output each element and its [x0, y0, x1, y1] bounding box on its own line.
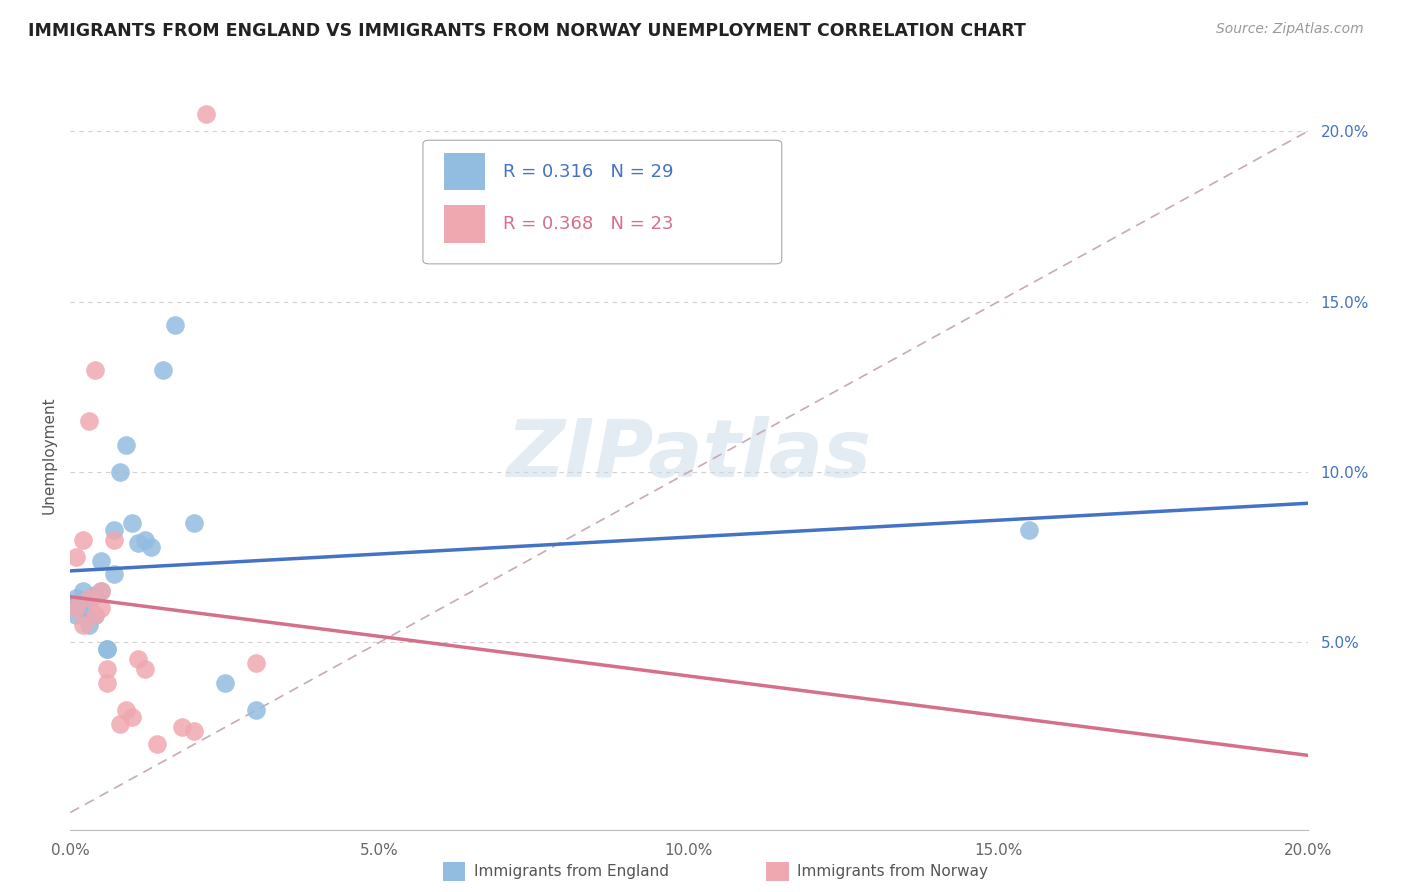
Point — [115, 703, 138, 717]
Point — [108, 465, 131, 479]
Point — [84, 363, 107, 377]
Point — [103, 567, 125, 582]
Point — [121, 516, 143, 530]
Point — [72, 533, 94, 547]
Point — [146, 738, 169, 752]
Point — [121, 710, 143, 724]
Text: Source: ZipAtlas.com: Source: ZipAtlas.com — [1216, 22, 1364, 37]
Point — [103, 523, 125, 537]
Point — [152, 363, 174, 377]
Text: Immigrants from England: Immigrants from England — [474, 864, 669, 879]
Point — [139, 540, 162, 554]
Point — [90, 553, 112, 567]
Point — [134, 663, 156, 677]
Point — [245, 656, 267, 670]
Point — [77, 601, 100, 615]
Point — [65, 550, 87, 565]
Point — [72, 594, 94, 608]
FancyBboxPatch shape — [423, 140, 782, 264]
Point — [65, 591, 87, 605]
FancyBboxPatch shape — [444, 205, 485, 243]
Point — [65, 607, 87, 622]
Y-axis label: Unemployment: Unemployment — [41, 396, 56, 514]
Point — [84, 588, 107, 602]
Point — [115, 438, 138, 452]
FancyBboxPatch shape — [444, 153, 485, 190]
Point — [77, 414, 100, 428]
Point — [183, 723, 205, 738]
Point — [127, 536, 149, 550]
Point — [195, 107, 218, 121]
Point — [65, 601, 87, 615]
Point — [77, 591, 100, 605]
Point — [96, 663, 118, 677]
Text: R = 0.368   N = 23: R = 0.368 N = 23 — [503, 215, 673, 233]
Point — [90, 601, 112, 615]
Point — [134, 533, 156, 547]
Point — [170, 720, 193, 734]
Point — [165, 318, 187, 333]
Point — [1018, 523, 1040, 537]
Text: IMMIGRANTS FROM ENGLAND VS IMMIGRANTS FROM NORWAY UNEMPLOYMENT CORRELATION CHART: IMMIGRANTS FROM ENGLAND VS IMMIGRANTS FR… — [28, 22, 1026, 40]
Point — [72, 584, 94, 599]
Point — [127, 652, 149, 666]
Point — [103, 533, 125, 547]
Point — [90, 584, 112, 599]
Point — [90, 584, 112, 599]
Point — [84, 607, 107, 622]
Point — [77, 618, 100, 632]
Point — [96, 676, 118, 690]
Point — [108, 717, 131, 731]
Point — [245, 703, 267, 717]
Text: Immigrants from Norway: Immigrants from Norway — [797, 864, 988, 879]
Point — [96, 642, 118, 657]
Point — [65, 598, 87, 612]
Text: R = 0.316   N = 29: R = 0.316 N = 29 — [503, 162, 673, 181]
Point — [84, 607, 107, 622]
Point — [183, 516, 205, 530]
Text: ZIPatlas: ZIPatlas — [506, 416, 872, 494]
Point — [72, 601, 94, 615]
Point — [72, 618, 94, 632]
Point — [77, 591, 100, 605]
Point — [96, 642, 118, 657]
Point — [214, 676, 236, 690]
